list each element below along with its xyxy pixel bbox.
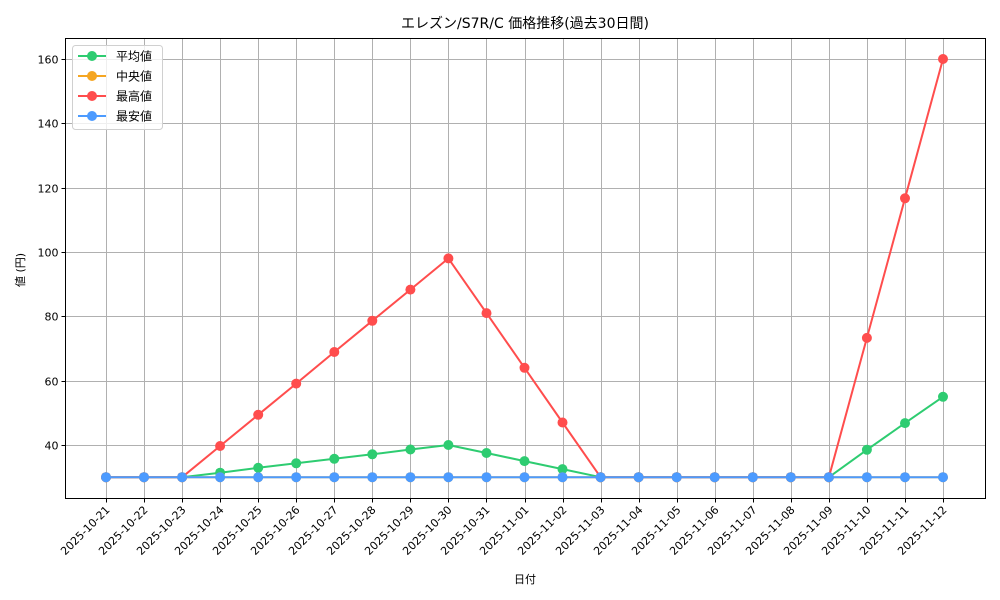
data-point-marker [557, 464, 568, 475]
data-point-marker [405, 284, 416, 295]
data-point-marker [215, 472, 226, 483]
data-point-marker [900, 472, 910, 483]
data-point-marker [291, 472, 302, 483]
data-point-marker [900, 193, 910, 204]
data-point-marker [405, 444, 416, 455]
data-point-marker [329, 453, 340, 464]
data-point-marker [291, 378, 302, 389]
data-point-marker [291, 458, 302, 469]
data-point-marker [253, 462, 264, 473]
data-point-marker [785, 472, 796, 483]
y-tick-label: 160 [38, 54, 59, 67]
data-point-marker [861, 332, 872, 343]
legend-label: 中央値 [116, 69, 152, 84]
data-point-marker [253, 472, 264, 483]
y-tick-label: 140 [38, 118, 59, 131]
data-point-marker [900, 418, 910, 429]
y-tick-label: 40 [45, 440, 59, 453]
data-point-marker [367, 315, 378, 326]
data-point-marker [481, 448, 492, 458]
legend-marker-icon [87, 51, 97, 61]
data-point-marker [671, 472, 682, 483]
series-lines [101, 54, 948, 483]
data-point-marker [519, 456, 530, 467]
y-tick-label: 100 [38, 247, 59, 260]
data-point-marker [557, 472, 568, 483]
data-point-marker [253, 409, 264, 420]
data-point-marker [633, 472, 644, 483]
legend-marker-icon [87, 91, 97, 101]
data-point-marker [139, 472, 149, 483]
legend-marker-icon [87, 111, 97, 121]
data-point-marker [443, 253, 454, 264]
legend-marker-icon [87, 71, 97, 81]
data-point-marker [519, 362, 530, 373]
data-point-marker [443, 472, 454, 483]
data-point-marker [747, 472, 758, 483]
data-point-marker [861, 444, 872, 455]
data-point-marker [595, 472, 606, 483]
y-tick-label: 60 [45, 376, 59, 389]
data-point-marker [215, 441, 226, 451]
data-point-marker [938, 391, 948, 402]
data-point-marker [177, 472, 188, 483]
legend-item: 最高値 [78, 89, 152, 104]
legend-item: 平均値 [78, 49, 152, 64]
data-point-marker [861, 472, 872, 483]
data-point-marker [519, 472, 530, 483]
data-point-marker [367, 449, 378, 460]
data-point-marker [709, 472, 720, 483]
data-point-marker [938, 472, 948, 483]
y-axis-label: 値 (円) [14, 253, 27, 287]
legend-item: 最安値 [78, 109, 152, 124]
grid-lines [65, 38, 986, 499]
series-3 [101, 472, 948, 483]
data-point-marker [823, 472, 834, 483]
y-axis: 40 60 80 100 120 140 160 [38, 54, 66, 453]
data-point-marker [367, 472, 378, 483]
data-point-marker [481, 472, 492, 483]
data-point-marker [481, 308, 492, 319]
legend-label: 最高値 [116, 89, 152, 104]
legend-item: 中央値 [78, 69, 152, 84]
legend-box [72, 45, 163, 130]
y-tick-label: 120 [38, 183, 59, 196]
data-point-marker [329, 347, 340, 357]
data-point-marker [405, 472, 416, 483]
chart-title: エレズン/S7R/C 価格推移(過去30日間) [401, 16, 649, 32]
y-tick-label: 80 [45, 311, 59, 324]
data-point-marker [329, 472, 340, 483]
x-axis-label: 日付 [514, 573, 536, 586]
legend-label: 平均値 [116, 49, 152, 64]
legend-label: 最安値 [116, 109, 152, 124]
data-point-marker [101, 472, 111, 483]
data-point-marker [443, 440, 454, 450]
data-point-marker [938, 54, 948, 64]
data-point-marker [557, 417, 568, 428]
